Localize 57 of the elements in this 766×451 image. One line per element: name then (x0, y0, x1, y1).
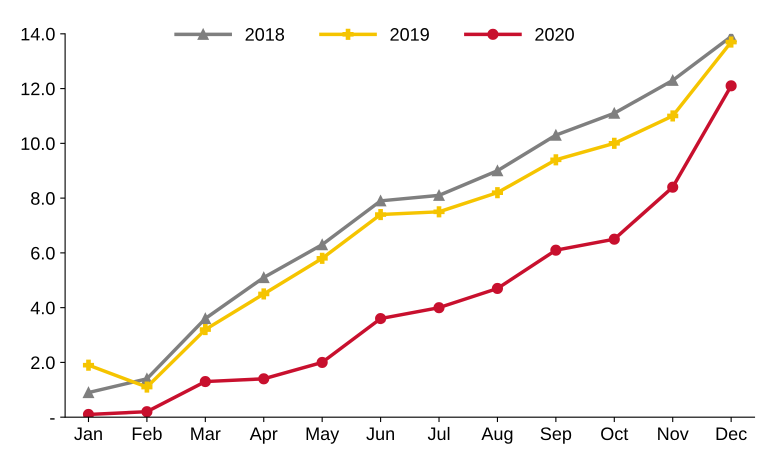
point (258, 373, 270, 384)
point (608, 108, 620, 119)
point (200, 376, 211, 388)
x-tick-label: Oct (601, 427, 628, 440)
point (316, 252, 328, 264)
y-tick-label: 12.0 (22, 82, 55, 96)
y-tick-label: 4.0 (30, 302, 55, 314)
point (375, 195, 386, 206)
y-tick-label: - (50, 418, 55, 420)
point (316, 239, 328, 250)
point (608, 138, 620, 149)
x-tick-label: May (306, 428, 340, 444)
point (726, 36, 737, 48)
point (433, 190, 445, 201)
point (550, 154, 562, 166)
point (82, 386, 94, 398)
point (200, 313, 211, 324)
y-tick-label: 10.0 (22, 137, 55, 150)
y-tick-label: 2.0 (31, 356, 55, 370)
x-tick-label: Nov (658, 428, 689, 440)
point (550, 130, 562, 141)
point (492, 187, 503, 198)
y-tick-label: 14.0 (22, 28, 55, 41)
x-tick-label: Feb (132, 426, 162, 440)
point (550, 244, 562, 256)
point (316, 356, 328, 368)
point (667, 182, 678, 193)
x-tick-label: Apr (250, 428, 278, 444)
point (667, 74, 678, 86)
x-tick-label: Aug (481, 428, 512, 444)
x-tick-label: Jun (366, 428, 394, 440)
y-tick-label: 8.0 (31, 192, 55, 205)
x-tick-label: Sep (540, 427, 572, 444)
legend-label: 2018 (246, 28, 284, 41)
point (433, 206, 445, 218)
point (200, 324, 211, 336)
point (141, 382, 152, 393)
point (433, 302, 445, 314)
y-tick-label: 6.0 (31, 246, 55, 260)
legend-label: 2020 (535, 28, 574, 41)
point (141, 406, 152, 418)
x-tick-label: Mar (191, 428, 221, 440)
point (82, 360, 94, 371)
point (726, 80, 737, 92)
point (667, 110, 678, 122)
point (492, 282, 503, 294)
point (492, 165, 503, 176)
x-tick-label: Jan (74, 428, 102, 440)
point (375, 313, 386, 324)
point (608, 234, 620, 245)
point (375, 208, 386, 220)
point (258, 272, 270, 284)
x-tick-label: Jul (428, 426, 450, 440)
x-tick-label: Dec (716, 428, 747, 440)
legend-label: 2019 (390, 28, 429, 41)
point (82, 408, 94, 418)
point (258, 288, 270, 300)
